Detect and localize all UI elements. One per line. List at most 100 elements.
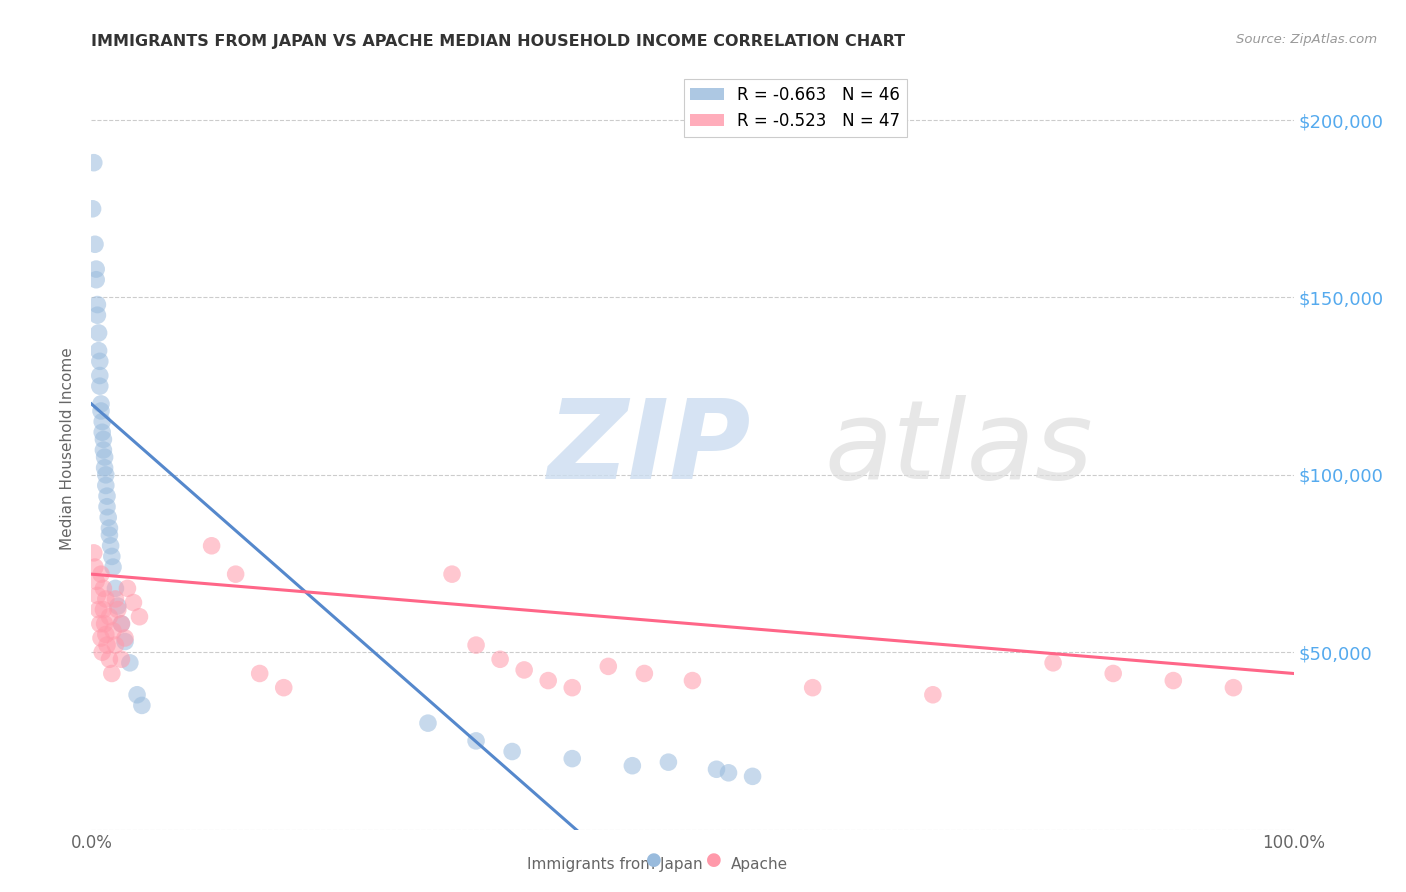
Y-axis label: Median Household Income: Median Household Income (60, 347, 76, 549)
Point (801, 681, 824, 695)
Point (96, 489, 118, 503)
Point (561, 681, 583, 695)
Point (922, 688, 945, 702)
Text: ●: ● (706, 851, 723, 869)
Point (104, 582, 127, 596)
Point (125, 688, 148, 702)
Point (94, 627, 117, 641)
Point (89, 616, 111, 631)
Point (93, 450, 115, 464)
Point (100, 539, 122, 553)
Point (110, 616, 132, 631)
Point (84, 574, 107, 589)
Point (101, 560, 124, 574)
Point (1161, 673, 1184, 688)
Point (98, 528, 121, 542)
Point (91, 645, 114, 659)
Point (465, 638, 488, 652)
Point (86, 589, 108, 603)
Point (681, 673, 703, 688)
Point (273, 681, 295, 695)
Point (249, 666, 271, 681)
Point (131, 698, 153, 713)
Point (1102, 666, 1125, 681)
Text: ZIP: ZIP (548, 395, 752, 501)
Point (440, 567, 463, 582)
Point (98, 609, 121, 624)
Point (114, 631, 136, 645)
Point (104, 592, 127, 607)
Point (87, 326, 110, 340)
Point (90, 397, 112, 411)
Point (101, 624, 124, 638)
Point (706, 762, 728, 776)
Point (84, 560, 107, 574)
Point (87, 602, 110, 616)
Point (86, 308, 108, 322)
Point (122, 595, 145, 609)
Point (90, 404, 112, 418)
Point (93, 442, 115, 457)
Text: ●: ● (645, 851, 662, 869)
Point (89, 354, 111, 368)
Point (84, 237, 107, 252)
Point (657, 755, 679, 769)
Text: Source: ZipAtlas.com: Source: ZipAtlas.com (1236, 33, 1376, 46)
Point (621, 758, 644, 772)
Point (513, 663, 536, 677)
Point (84, 262, 107, 277)
Point (93, 433, 115, 447)
Point (741, 769, 763, 783)
Point (83, 546, 105, 560)
Point (96, 638, 118, 652)
Point (465, 734, 488, 748)
Point (104, 638, 127, 652)
Point (110, 616, 132, 631)
Point (107, 599, 129, 613)
Point (94, 592, 117, 607)
Point (83, 155, 105, 169)
Point (90, 631, 112, 645)
Text: Immigrants from Japan: Immigrants from Japan (527, 857, 703, 872)
Point (93, 602, 115, 616)
Legend: R = -0.663   N = 46, R = -0.523   N = 47: R = -0.663 N = 46, R = -0.523 N = 47 (683, 79, 907, 136)
Point (489, 652, 512, 666)
Point (82, 202, 104, 216)
Point (96, 500, 118, 514)
Point (598, 659, 620, 673)
Point (101, 666, 124, 681)
Point (128, 609, 150, 624)
Point (94, 467, 117, 482)
Point (561, 751, 583, 765)
Point (93, 460, 115, 475)
Point (107, 602, 129, 616)
Point (87, 343, 110, 358)
Point (110, 652, 132, 666)
Text: atlas: atlas (825, 395, 1094, 501)
Point (91, 415, 114, 429)
Text: IMMIGRANTS FROM JAPAN VS APACHE MEDIAN HOUSEHOLD INCOME CORRELATION CHART: IMMIGRANTS FROM JAPAN VS APACHE MEDIAN H… (91, 34, 905, 49)
Point (89, 379, 111, 393)
Point (416, 716, 439, 731)
Point (90, 567, 112, 582)
Text: Apache: Apache (731, 857, 789, 872)
Point (93, 582, 115, 596)
Point (94, 478, 117, 492)
Point (117, 582, 139, 596)
Point (501, 745, 523, 759)
Point (118, 656, 141, 670)
Point (89, 368, 111, 383)
Point (84, 273, 107, 287)
Point (91, 425, 114, 440)
Point (717, 765, 740, 780)
Point (201, 539, 224, 553)
Point (633, 666, 655, 681)
Point (114, 634, 136, 648)
Point (93, 616, 115, 631)
Point (101, 549, 124, 564)
Point (86, 297, 108, 311)
Point (98, 652, 121, 666)
Point (225, 567, 247, 582)
Point (98, 521, 121, 535)
Point (1042, 656, 1064, 670)
